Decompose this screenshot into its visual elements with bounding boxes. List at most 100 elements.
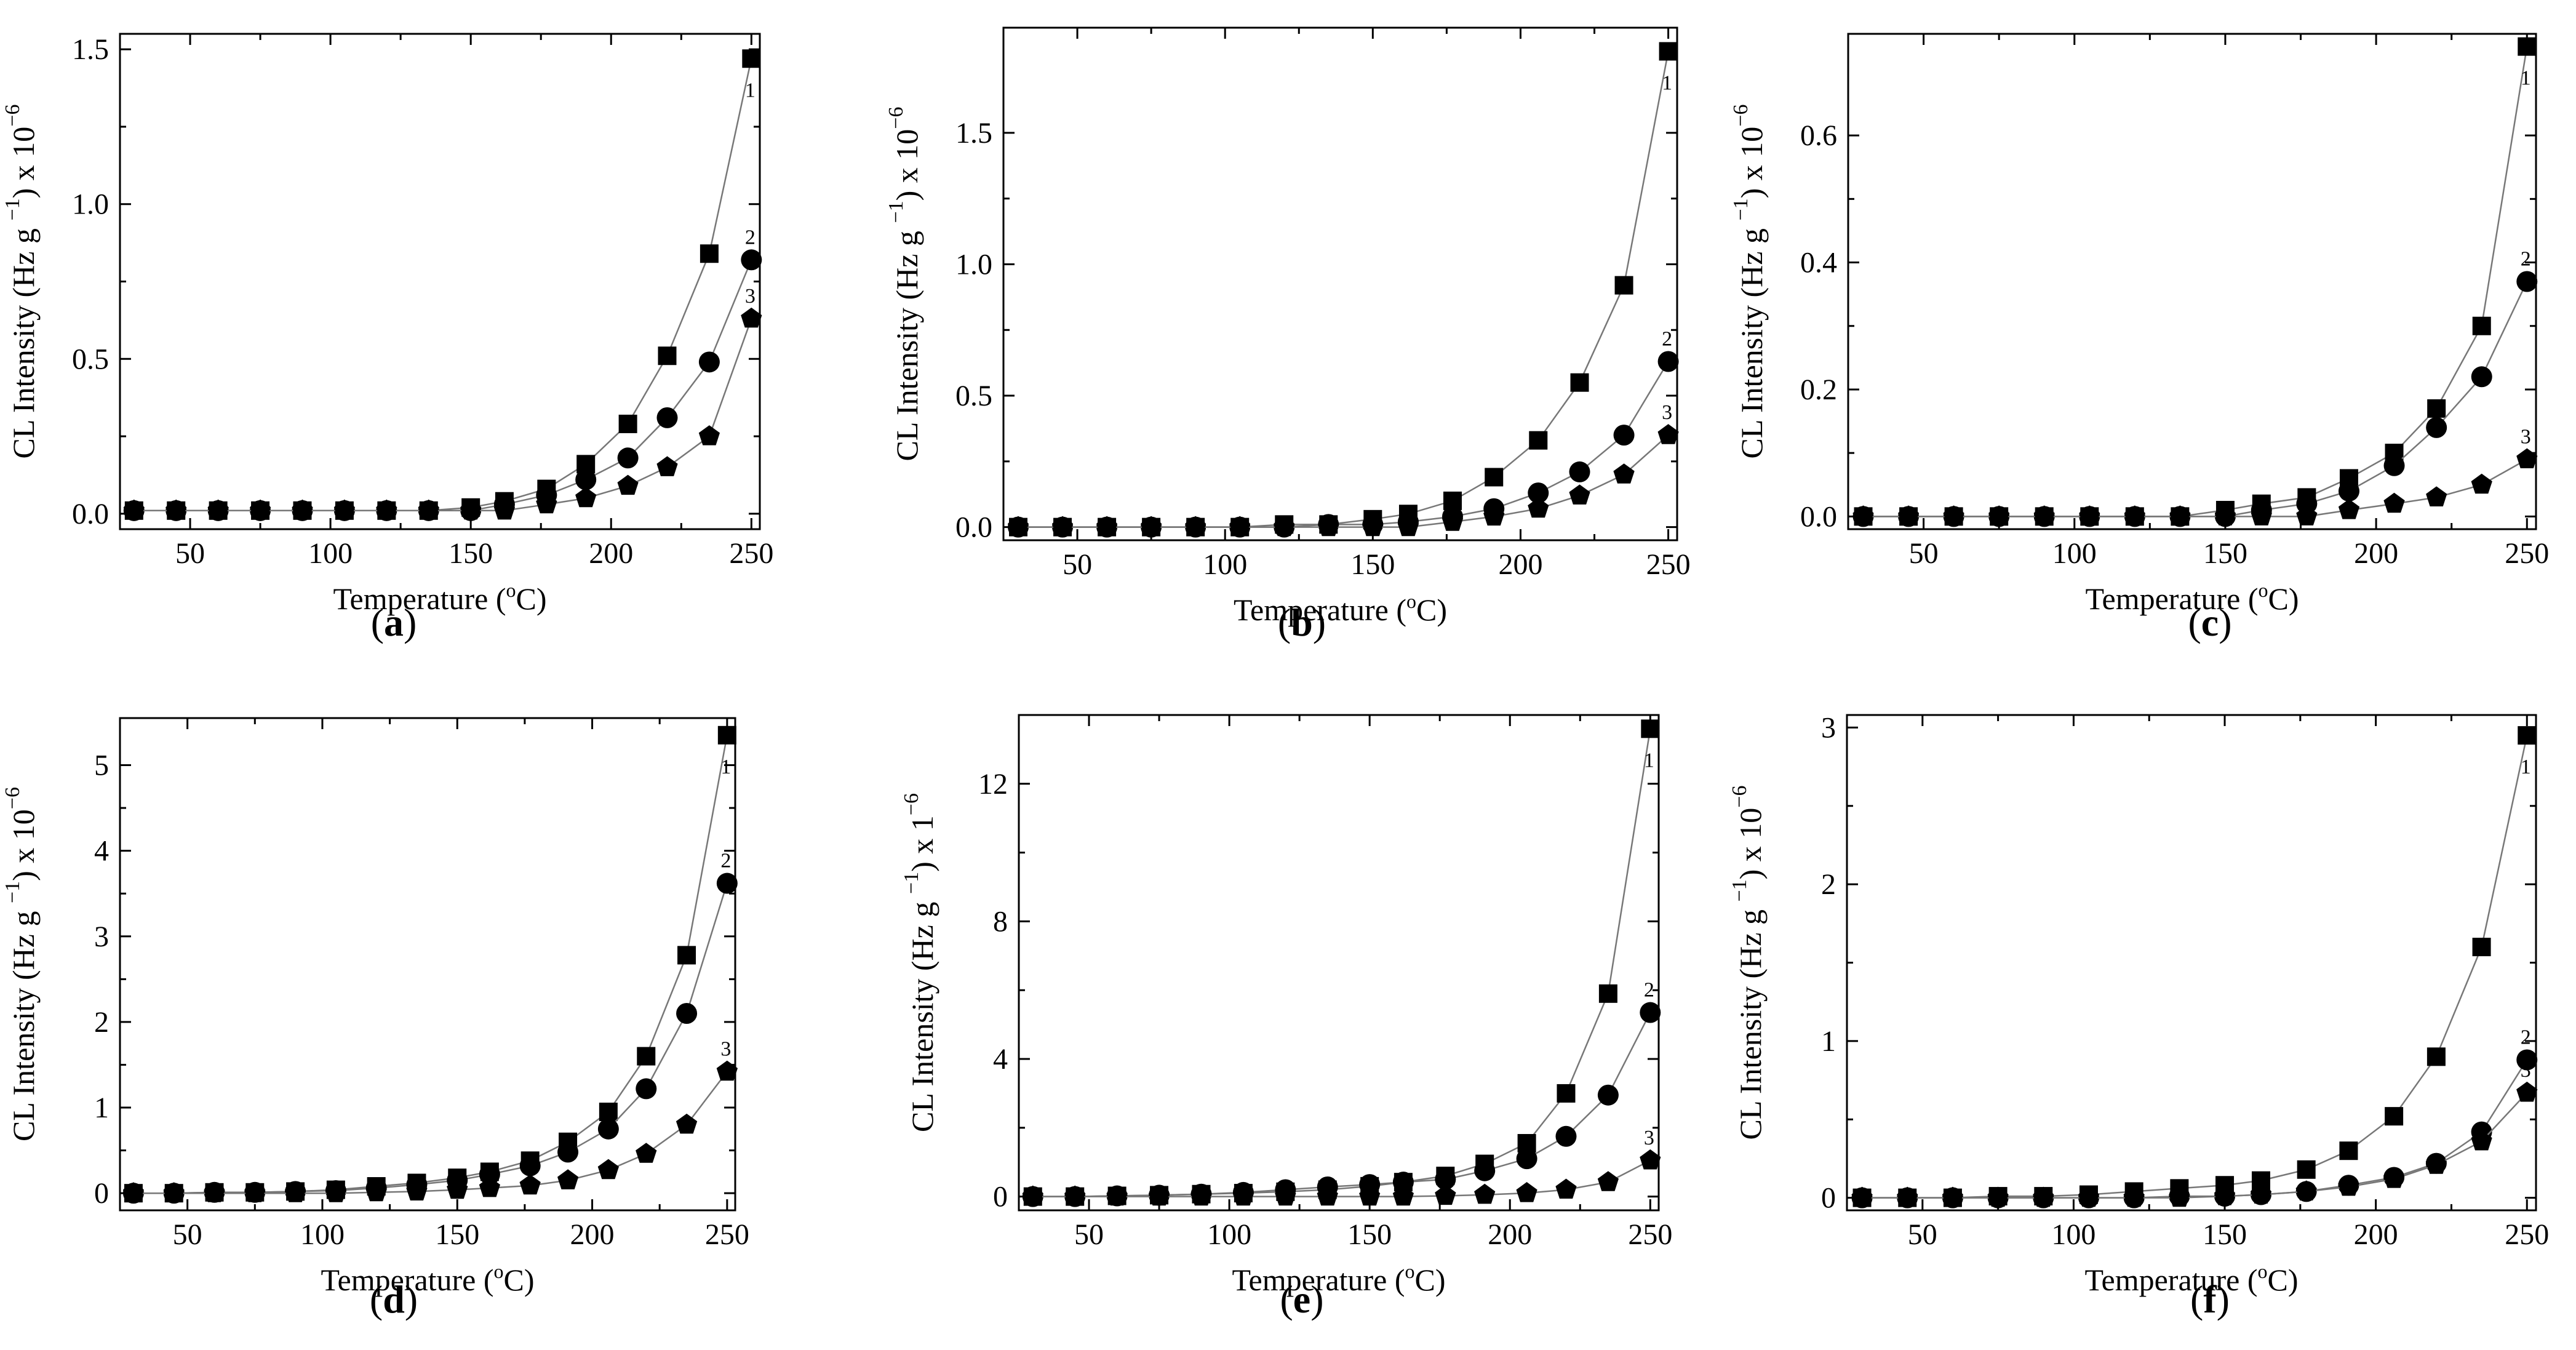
data-point-series-2	[519, 1155, 541, 1176]
y-tick-label: 0	[993, 1181, 1008, 1213]
data-point-series-1	[1485, 468, 1504, 487]
chart-panel-c: 50 100 150 200 250 0.0 0.2 0.4 0.6 Temperature (o…	[1718, 0, 2576, 675]
data-point-series-3	[1232, 1185, 1254, 1206]
data-point-series-3	[122, 1182, 144, 1202]
chart-panel-d: 50 100 150 200 250 0 1 2 3 4 5 Temperature (oC) CL I…	[0, 675, 859, 1350]
data-point-series-3	[1185, 516, 1206, 537]
data-point-series-2	[716, 873, 738, 894]
data-point-series-1	[2426, 1047, 2446, 1066]
data-point-series-1	[1557, 1084, 1576, 1103]
y-tick-label: 1.0	[72, 188, 109, 221]
data-point-series-2	[1516, 1148, 1537, 1170]
series-end-label: 3	[2521, 425, 2531, 448]
data-point-series-1	[1570, 373, 1589, 392]
data-point-series-2	[2516, 271, 2538, 292]
chart-d-svg: 50 100 150 200 250 0 1 2 3 4 5 Temperature (oC) CL I…	[1, 717, 749, 1297]
data-point-series-3	[656, 456, 678, 476]
data-point-series-3	[1318, 516, 1339, 537]
x-tick-label: 100	[1207, 1218, 1251, 1251]
series-end-label: 3	[2521, 1059, 2531, 1082]
plot-frame	[1847, 33, 2537, 530]
series-end-label: 2	[1644, 979, 1654, 1002]
data-point-series-3	[1022, 1185, 1043, 1206]
data-point-series-3	[123, 499, 145, 520]
y-tick-label: 1.5	[955, 117, 992, 150]
x-axis-label: Temperature (oC)	[1232, 1260, 1445, 1297]
y-tick-label: 0.5	[72, 343, 109, 375]
data-point-series-3	[2471, 473, 2492, 494]
series-end-label: 1	[1662, 71, 1672, 94]
series-end-label: 1	[2521, 67, 2531, 90]
data-point-series-1	[1598, 984, 1617, 1003]
series-line-3	[1032, 1159, 1651, 1197]
x-tick-label: 100	[300, 1218, 345, 1251]
y-axis-label: CL Intensity (Hz g −1) x 10−6	[1, 787, 41, 1141]
series-line-1	[1863, 46, 2528, 517]
data-point-series-3	[1362, 516, 1384, 537]
data-point-series-1	[1614, 276, 1633, 295]
x-tick-label: 50	[1063, 548, 1092, 581]
data-point-series-3	[1851, 1186, 1873, 1207]
data-point-series-2	[575, 469, 597, 490]
data-point-series-2	[1597, 1084, 1619, 1106]
data-point-series-3	[636, 1143, 657, 1163]
y-axis-label: CL Intensity (Hz g −1) x 1−6	[900, 793, 939, 1132]
data-point-series-3	[204, 1182, 225, 1202]
data-point-series-3	[2033, 1186, 2054, 1207]
x-tick-label: 150	[435, 1218, 479, 1251]
caption-b: (b)	[1277, 601, 1326, 644]
data-point-series-2	[698, 351, 720, 373]
series-line-1	[1862, 735, 2528, 1199]
data-point-series-3	[2214, 1185, 2236, 1205]
y-tick-label: 0.0	[1800, 500, 1837, 533]
data-point-series-1	[2518, 37, 2537, 56]
data-point-series-3	[2338, 1175, 2359, 1196]
data-point-series-3	[2383, 1168, 2405, 1188]
data-point-series-3	[1640, 1149, 1661, 1170]
data-point-series-3	[244, 1182, 266, 1202]
data-point-series-3	[676, 1113, 698, 1134]
data-point-series-2	[1613, 425, 1635, 446]
x-tick-label: 200	[2354, 1218, 2398, 1251]
data-point-series-3	[406, 1180, 428, 1200]
y-tick-label: 1	[1821, 1025, 1836, 1058]
y-axis-label: CL Intensity (Hz g −1) x 10−6	[1728, 786, 1768, 1140]
data-point-series-3	[2516, 1081, 2538, 1102]
y-tick-label: 4	[993, 1043, 1008, 1076]
data-point-series-3	[1435, 1184, 1456, 1205]
x-axis-label: Temperature (oC)	[321, 1260, 534, 1297]
data-point-series-3	[2296, 505, 2318, 525]
data-point-series-1	[618, 414, 637, 433]
series-line-3	[1863, 458, 2527, 517]
x-tick-label: 250	[1628, 1218, 1672, 1251]
data-point-series-3	[1397, 516, 1419, 537]
data-point-series-1	[2427, 399, 2446, 418]
data-point-series-3	[1555, 1178, 1577, 1199]
series-line-2	[134, 259, 752, 512]
series-line-3	[1018, 434, 1669, 528]
data-point-series-2	[741, 249, 762, 271]
data-point-series-3	[536, 493, 557, 514]
y-axis-label: CL Intensity (Hz g −1) x 10−6	[885, 107, 924, 461]
data-point-series-2	[597, 1118, 619, 1140]
x-tick-label: 200	[570, 1218, 615, 1251]
data-point-series-3	[2383, 492, 2405, 513]
data-point-series-3	[1528, 497, 1549, 518]
data-point-series-1	[677, 946, 696, 965]
data-point-series-1	[1641, 719, 1660, 738]
data-point-series-3	[2250, 1183, 2272, 1204]
series-end-label: 2	[2521, 248, 2531, 271]
data-point-series-2	[2516, 1049, 2538, 1071]
series-line-2	[1862, 1059, 2528, 1199]
data-point-series-1	[599, 1103, 618, 1121]
data-point-series-2	[479, 1164, 500, 1185]
y-tick-label: 1	[94, 1092, 109, 1124]
caption-e: (e)	[1280, 1277, 1324, 1321]
series-line-1	[133, 735, 728, 1194]
x-axis-label: Temperature (oC)	[2084, 1260, 2298, 1297]
caption-d: (d)	[369, 1277, 418, 1321]
data-point-series-3	[285, 1182, 306, 1202]
data-point-series-3	[597, 1159, 619, 1180]
y-tick-label: 0.6	[1800, 119, 1837, 152]
data-point-series-3	[2169, 505, 2191, 525]
